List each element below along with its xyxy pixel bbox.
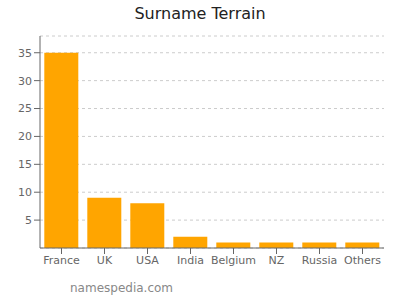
svg-text:USA: USA [136,254,159,267]
html-text:namespedia.com: namespedia.com [70,281,173,295]
svg-text:NZ: NZ [269,254,285,267]
svg-text:Others: Others [344,254,381,267]
svg-text:35: 35 [18,47,32,60]
svg-text:15: 15 [18,158,32,171]
svg-text:France: France [43,254,80,267]
svg-text:Belgium: Belgium [211,254,256,267]
svg-text:10: 10 [18,186,32,199]
svg-text:UK: UK [97,254,113,267]
svg-text:India: India [177,254,204,267]
svg-text:20: 20 [18,130,32,143]
svg-text:25: 25 [18,102,32,115]
svg-text:Russia: Russia [302,254,337,267]
html-text:Surname Terrain: Surname Terrain [134,4,266,23]
svg-text:30: 30 [18,75,32,88]
svg-text:5: 5 [25,214,32,227]
